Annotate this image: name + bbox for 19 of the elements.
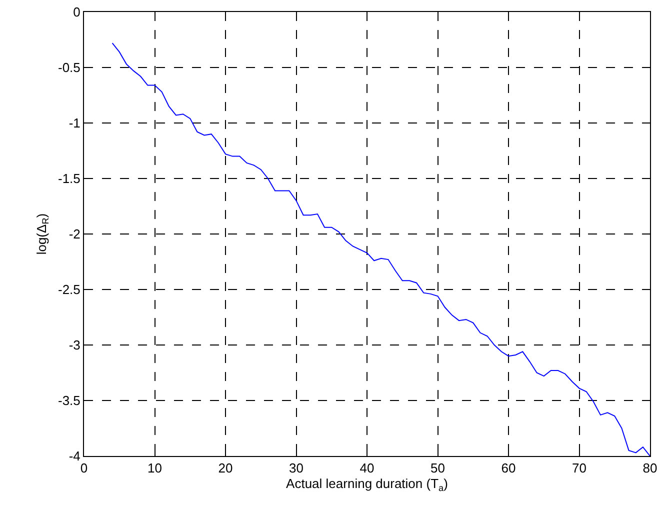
y-tick-label: -2.5 [58,282,80,298]
x-tick-label: 80 [642,460,658,476]
y-tick-label: -0.5 [58,60,80,76]
y-tick-label: -3.5 [58,393,80,408]
x-tick-label: 10 [148,460,162,476]
x-axis-title: Actual learning duration (T$_{a}$) [286,476,448,493]
y-tick-label: -1.5 [58,171,80,186]
x-tick-label: 30 [289,460,304,476]
x-tick-label: 20 [218,460,233,476]
y-tick-label: -2 [68,226,80,242]
y-tick-label: 0 [73,4,80,20]
x-tick-label: 40 [360,460,374,476]
x-tick-label: 60 [501,460,516,476]
y-tick-label: -1 [68,116,80,131]
y-tick-label: -4 [68,448,80,464]
y-tick-label: -3 [68,338,80,353]
line-series [112,42,650,456]
x-tick-label: 70 [572,460,586,476]
x-tick-label: 50 [430,460,445,476]
